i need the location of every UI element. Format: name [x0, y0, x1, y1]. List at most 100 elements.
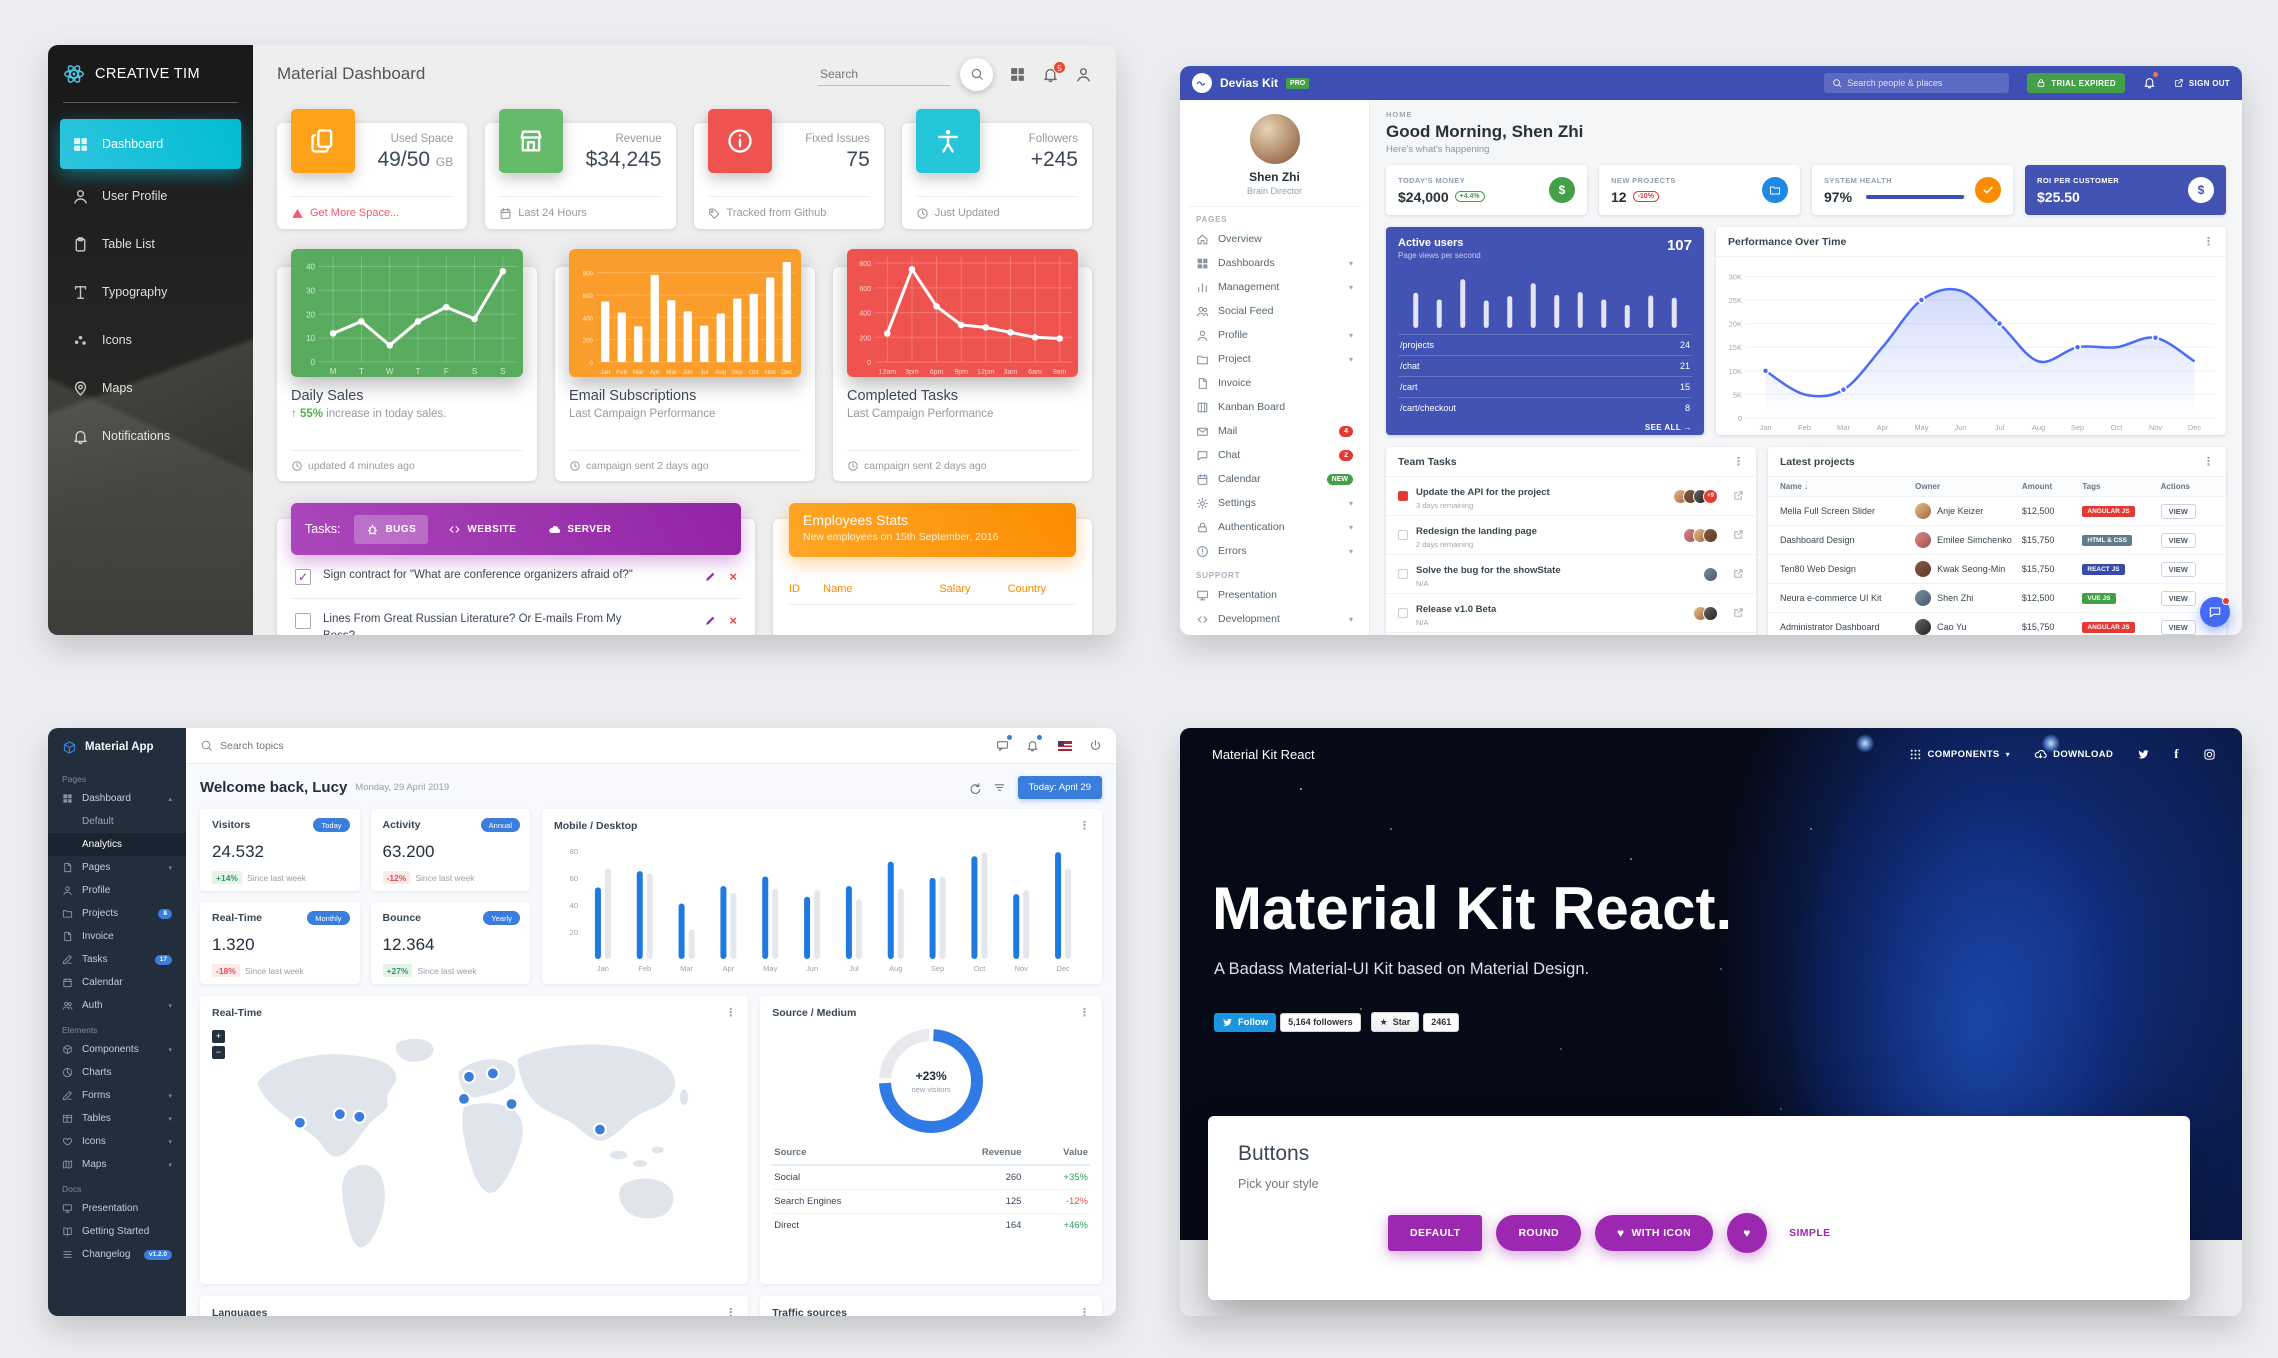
sidebar-item-errors[interactable]: Errors ▾: [1188, 539, 1361, 563]
task-checkbox[interactable]: [1398, 491, 1408, 501]
sidebar-item-icons[interactable]: Icons ▾: [48, 1130, 186, 1153]
sidebar-item-dashboard[interactable]: Dashboard ▴: [48, 787, 186, 810]
sidebar-item-social-feed[interactable]: Social Feed: [1188, 299, 1361, 323]
sidebar-item-presentation[interactable]: Presentation: [1188, 583, 1361, 607]
nav-instagram[interactable]: [2203, 748, 2216, 761]
sidebar-item-maps[interactable]: Maps: [60, 367, 241, 409]
edit-pencil-icon[interactable]: [704, 614, 717, 627]
search-input[interactable]: [220, 739, 979, 752]
nav-twitter[interactable]: [2137, 748, 2150, 761]
sidebar-item-calendar[interactable]: Calendar: [48, 971, 186, 994]
today-button[interactable]: Today: April 29: [1017, 776, 1102, 799]
period-chip[interactable]: Monthly: [307, 911, 350, 925]
column-name[interactable]: Name ↓: [1780, 482, 1809, 491]
nav-facebook[interactable]: f: [2174, 746, 2179, 761]
kebab-menu-icon[interactable]: ⋮: [1079, 1307, 1090, 1316]
sidebar-item-profile[interactable]: Profile: [48, 879, 186, 902]
nav-components[interactable]: COMPONENTS ▾: [1909, 748, 2011, 761]
notifications-button[interactable]: [2143, 72, 2158, 92]
kebab-menu-icon[interactable]: ⋮: [1079, 1007, 1090, 1019]
map-zoom-out-button[interactable]: −: [212, 1046, 225, 1059]
view-button[interactable]: VIEW: [2160, 503, 2196, 519]
simple-button[interactable]: SIMPLE: [1781, 1215, 1839, 1251]
sidebar-item-changelog[interactable]: Changelog v1.2.0: [48, 1243, 186, 1266]
world-map[interactable]: [212, 1019, 736, 1274]
kebab-menu-icon[interactable]: ⋮: [2203, 236, 2214, 248]
sidebar-item-icons[interactable]: Icons: [60, 319, 241, 361]
star-count[interactable]: 2461: [1423, 1012, 1460, 1032]
sidebar-item-auth[interactable]: Auth ▾: [48, 994, 186, 1017]
notifications-button[interactable]: 5: [1042, 60, 1066, 83]
sidebar-item-projects[interactable]: Projects 8: [48, 902, 186, 925]
sidebar-item-project[interactable]: Project ▾: [1188, 347, 1361, 371]
period-chip[interactable]: Annual: [480, 818, 520, 832]
sidebar-item-invoice[interactable]: Invoice: [1188, 371, 1361, 395]
sidebar-item-chat[interactable]: Chat 2: [1188, 443, 1361, 467]
brand-name[interactable]: Material Kit React: [1212, 746, 1315, 762]
task-row[interactable]: Redesign the landing page 2 days remainin…: [1386, 516, 1756, 555]
delete-icon[interactable]: ×: [729, 612, 737, 628]
sidebar-item-dashboard[interactable]: Dashboard: [60, 119, 241, 169]
sidebar-item-development[interactable]: Development ▾: [1188, 607, 1361, 631]
map-zoom-in-button[interactable]: +: [212, 1030, 225, 1043]
sidebar-item-tables[interactable]: Tables ▾: [48, 1107, 186, 1130]
avatar[interactable]: [1249, 114, 1300, 164]
view-button[interactable]: VIEW: [2160, 532, 2196, 548]
see-all-link[interactable]: SEE ALL →: [1644, 423, 1692, 432]
chat-fab-button[interactable]: [2200, 597, 2230, 627]
kebab-menu-icon[interactable]: ⋮: [1733, 456, 1744, 468]
search-input[interactable]: [818, 62, 950, 86]
sidebar-item-dashboards[interactable]: Dashboards ▾: [1188, 251, 1361, 275]
kebab-menu-icon[interactable]: ⋮: [725, 1307, 737, 1316]
task-checkbox-checked[interactable]: ✓: [295, 569, 311, 585]
sign-out-button[interactable]: SIGN OUT: [2174, 78, 2230, 88]
active-users-row[interactable]: /projects 24: [1398, 334, 1692, 355]
sidebar-item-calendar[interactable]: Calendar NEW: [1188, 467, 1361, 491]
map-dot[interactable]: [292, 1115, 307, 1130]
heart-circle-button[interactable]: ♥: [1727, 1213, 1768, 1253]
sidebar-item-components[interactable]: Components ▾: [48, 1038, 186, 1061]
sidebar-item-charts[interactable]: Charts: [48, 1061, 186, 1084]
with-icon-button[interactable]: ♥ WITH ICON: [1594, 1215, 1714, 1251]
filter-button[interactable]: [993, 779, 1006, 797]
view-button[interactable]: VIEW: [2160, 619, 2196, 635]
sidebar-item-default[interactable]: Default: [82, 816, 114, 827]
followers-count[interactable]: 5,164 followers: [1280, 1012, 1361, 1032]
open-task-icon[interactable]: [1733, 526, 1744, 544]
open-task-icon[interactable]: [1733, 604, 1744, 622]
sidebar-item-settings[interactable]: Settings ▾: [1188, 491, 1361, 515]
sidebar-item-authentication[interactable]: Authentication ▾: [1188, 515, 1361, 539]
devias-logo[interactable]: [1192, 73, 1212, 93]
task-checkbox[interactable]: [295, 612, 311, 629]
sidebar-item-user-profile[interactable]: User Profile: [60, 175, 241, 217]
search-button[interactable]: [960, 57, 993, 91]
tab-server[interactable]: SERVER: [536, 515, 623, 544]
map-dot[interactable]: [352, 1109, 367, 1124]
task-checkbox[interactable]: [1398, 569, 1408, 579]
map-dot[interactable]: [504, 1096, 519, 1112]
power-button[interactable]: [1089, 737, 1102, 755]
active-users-row[interactable]: /chat 21: [1398, 355, 1692, 376]
active-users-row[interactable]: /cart/checkout 8: [1398, 397, 1692, 418]
sidebar-item-analytics[interactable]: Analytics: [48, 833, 186, 856]
map-dot[interactable]: [462, 1069, 477, 1084]
sidebar-item-table-list[interactable]: Table List: [60, 223, 241, 265]
task-row[interactable]: Solve the bug for the showState N/A: [1386, 555, 1756, 594]
period-chip[interactable]: Yearly: [483, 911, 520, 925]
sidebar-item-mail[interactable]: Mail 4: [1188, 419, 1361, 443]
account-button[interactable]: [1075, 66, 1092, 83]
open-task-icon[interactable]: [1733, 565, 1744, 583]
view-button[interactable]: VIEW: [2160, 590, 2196, 606]
sidebar-item-kanban-board[interactable]: Kanban Board: [1188, 395, 1361, 419]
task-row[interactable]: GDPR ComplianceN/A: [1386, 633, 1756, 635]
sidebar-item-management[interactable]: Management ▾: [1188, 275, 1361, 299]
map-dot[interactable]: [485, 1066, 500, 1081]
period-chip[interactable]: Today: [313, 818, 350, 832]
round-button[interactable]: ROUND: [1496, 1215, 1581, 1251]
brand[interactable]: CREATIVE TIM: [63, 45, 238, 103]
stat-footer-link[interactable]: Get More Space...: [291, 196, 454, 229]
edit-pencil-icon[interactable]: [704, 570, 717, 583]
kebab-menu-icon[interactable]: ⋮: [1079, 820, 1090, 832]
kebab-menu-icon[interactable]: ⋮: [725, 1007, 737, 1019]
